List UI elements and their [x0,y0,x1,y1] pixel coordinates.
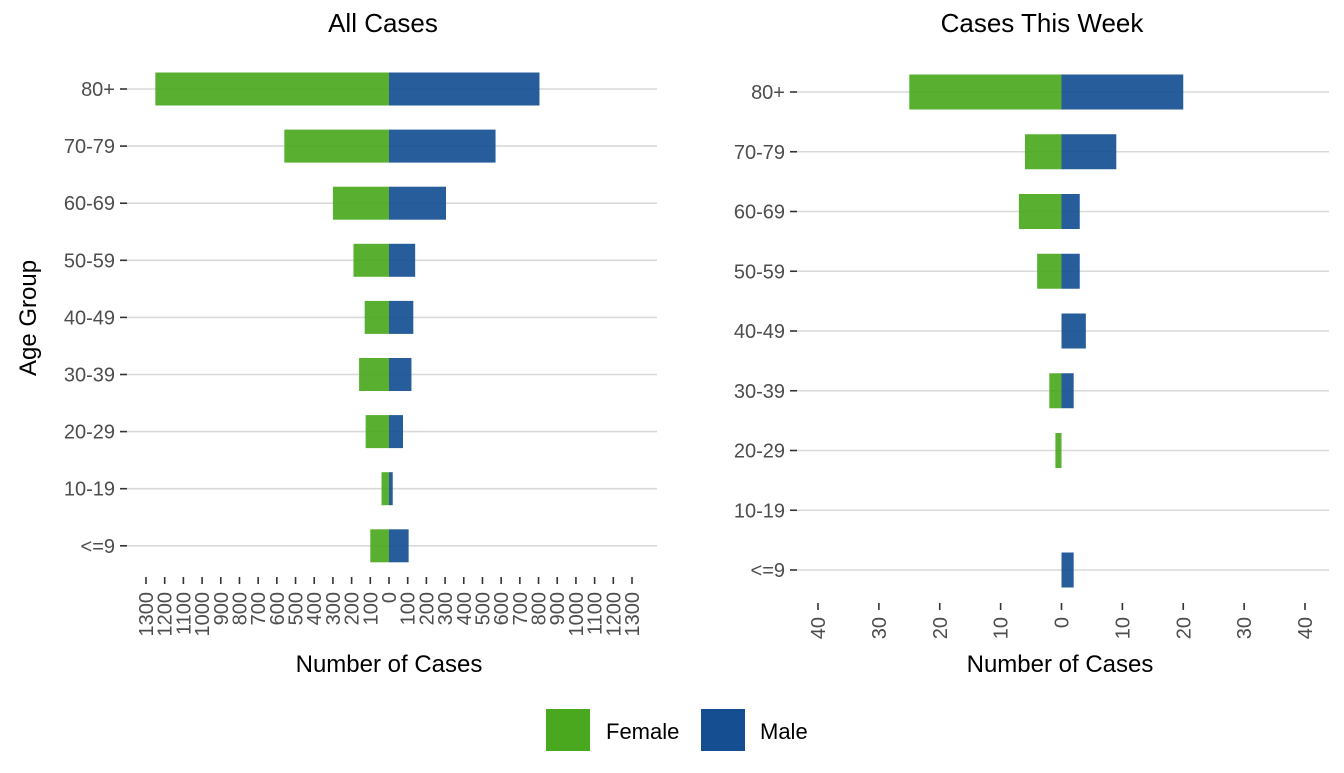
bar-male-30-39 [389,358,412,391]
bar-male-80-plus [1061,74,1184,110]
y-tick-label-20-29: 20-29 [64,422,115,444]
bar-male-40-49 [389,300,414,334]
bar-female-60-69 [1018,194,1062,229]
legend-swatch-female [546,709,590,751]
y-tick-label-50-59: 50-59 [64,250,115,272]
x-tick-label: 800 [529,592,551,625]
x-tick-label: 1200 [603,592,625,637]
y-tick-label-30-39: 30-39 [64,365,115,387]
x-axis-title: Number of Cases [967,651,1154,678]
x-tick-label: 40 [808,617,830,639]
bar-female-70-79 [1024,134,1062,170]
y-tick-label-10-19: 10-19 [64,479,115,501]
y-tick-label-80-plus: 80+ [81,79,115,101]
x-tick-label: 1300 [622,592,644,637]
x-tick-label: 100 [398,592,420,625]
bar-male-20-29 [389,415,404,449]
x-tick-label: 500 [286,592,308,625]
bar-male-le-9 [389,529,409,563]
x-tick-label: 1200 [155,592,177,637]
legend-label-female: Female [606,719,679,744]
panel-all-cases: All Cases 80+ 70-79 60-69 50-59 40-49 30-39 20-… [64,8,657,678]
x-tick-label: 30 [869,617,891,639]
bar-female-40-49 [364,300,389,334]
bar-male-50-59 [1061,253,1080,289]
y-tick-label-30-39: 30-39 [734,381,785,403]
x-tick-label: 0 [1052,617,1074,628]
x-tick-label: 800 [229,592,251,625]
panel-title: All Cases [328,8,438,38]
bar-female-80-plus [909,74,1062,110]
y-tick-label-40-49: 40-49 [734,321,785,343]
bar-male-70-79 [389,129,496,163]
x-tick-label: 600 [491,592,513,625]
y-tick-label-le-9: <=9 [751,560,785,582]
y-tick-label-50-59: 50-59 [734,261,785,283]
bar-female-30-39 [1049,373,1062,409]
y-tick-label-20-29: 20-29 [734,441,785,463]
bar-male-70-79 [1061,134,1117,170]
y-tick-label-70-79: 70-79 [734,142,785,164]
x-tick-label: 300 [323,592,345,625]
panel-title: Cases This Week [941,8,1145,38]
bar-male-50-59 [389,243,416,277]
y-tick-label-60-69: 60-69 [734,202,785,224]
bar-male-40-49 [1061,313,1086,349]
bar-female-le-9 [370,529,389,563]
x-tick-label: 900 [211,592,233,625]
bar-female-30-39 [359,358,389,391]
bar-female-70-79 [284,129,389,163]
bar-female-80-plus [155,72,389,106]
x-tick-label: 700 [510,592,532,625]
x-tick-label: 500 [472,592,494,625]
x-tick-label: 10 [1112,617,1134,639]
bar-male-30-39 [1061,373,1074,409]
bar-male-10-19 [389,472,393,506]
bar-female-50-59 [1037,253,1062,289]
x-tick-label: 20 [930,617,952,639]
x-tick-label: 40 [1295,617,1317,639]
y-tick-label-10-19: 10-19 [734,500,785,522]
y-tick-label-80-plus: 80+ [751,82,785,104]
x-tick-label: 200 [342,592,364,625]
x-tick-label: 0 [379,592,401,603]
x-tick-label: 20 [1173,617,1195,639]
bar-male-60-69 [389,186,447,220]
bar-male-80-plus [389,72,540,106]
y-tick-label-60-69: 60-69 [64,193,115,215]
x-tick-label: 30 [1234,617,1256,639]
x-tick-label: 200 [416,592,438,625]
bar-female-20-29 [1055,433,1062,468]
bar-male-60-69 [1061,194,1080,229]
y-tick-label-le-9: <=9 [81,536,115,558]
bar-male-le-9 [1061,552,1074,588]
x-tick-label: 700 [248,592,270,625]
legend: Female Male [546,709,808,751]
x-tick-label: 100 [360,592,382,625]
x-axis-title: Number of Cases [296,651,483,678]
bar-female-10-19 [381,472,389,506]
x-tick-label: 400 [304,592,326,625]
x-tick-label: 1000 [566,592,588,637]
panel-cases-this-week: Cases This Week 80+ 70-79 60-69 50-59 40-49 30… [734,8,1329,678]
x-tick-label: 300 [435,592,457,625]
x-tick-label: 10 [991,617,1013,639]
legend-label-male: Male [760,719,808,744]
y-tick-label-70-79: 70-79 [64,136,115,158]
bar-female-20-29 [365,415,389,449]
x-tick-label: 1100 [173,592,195,635]
x-tick-label: 1100 [585,592,607,635]
x-tick-label: 600 [267,592,289,625]
x-tick-label: 900 [547,592,569,625]
y-tick-label-40-49: 40-49 [64,307,115,329]
x-tick-label: 1000 [192,592,214,637]
x-tick-label: 400 [454,592,476,625]
y-axis-title: Age Group [15,260,42,376]
legend-swatch-male [701,709,745,751]
bar-female-50-59 [353,243,389,277]
bar-female-60-69 [332,186,389,220]
x-tick-label: 1300 [136,592,158,637]
